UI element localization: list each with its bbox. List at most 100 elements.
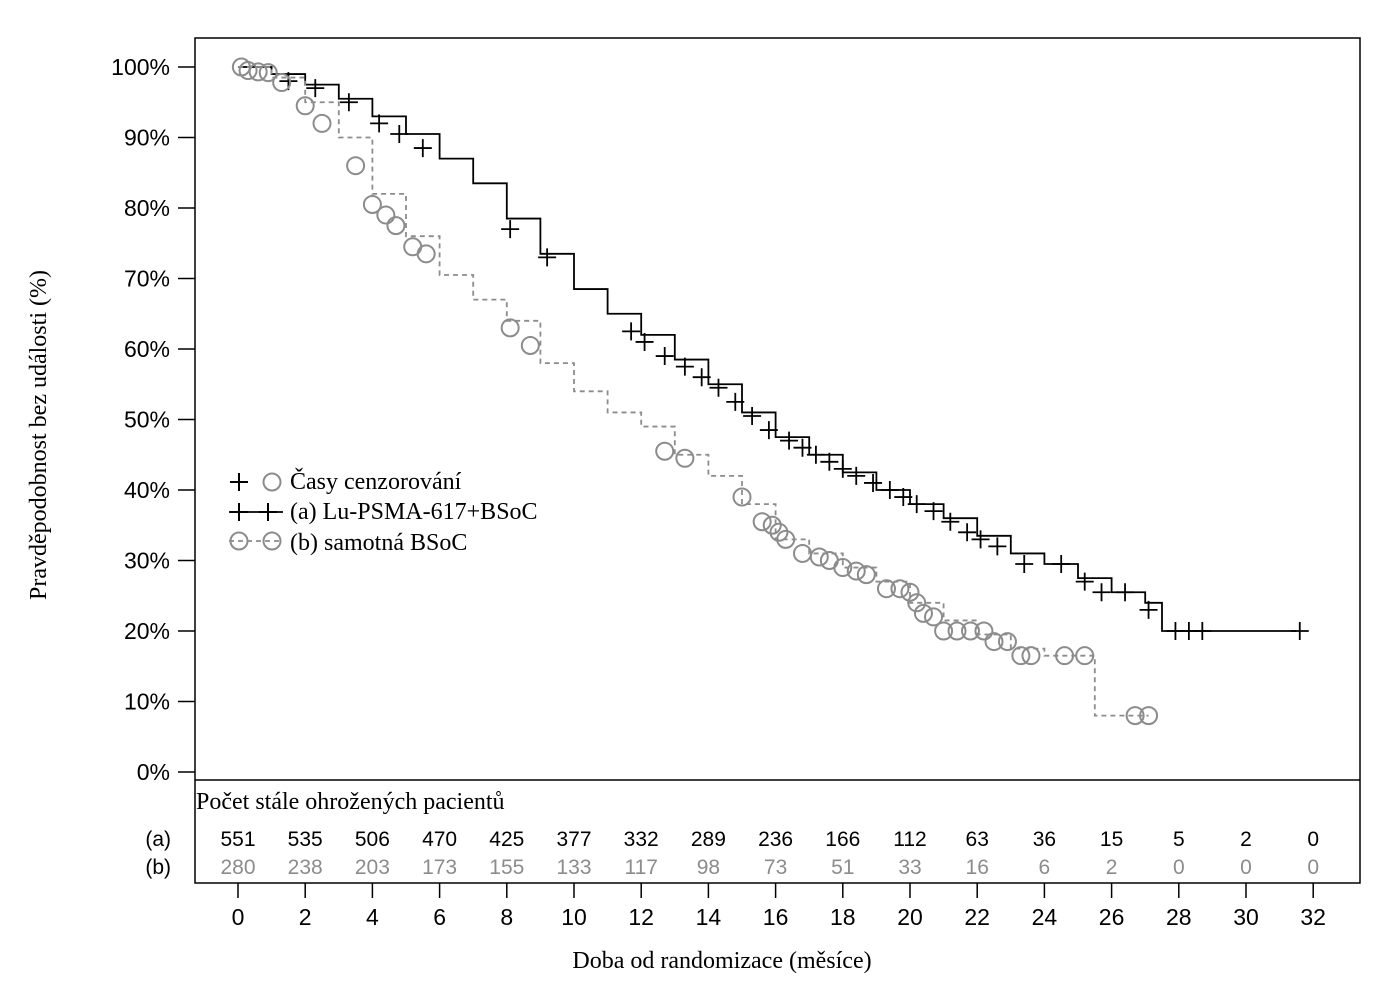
censor-circle-marker bbox=[1011, 646, 1031, 666]
x-tick-label: 14 bbox=[696, 904, 722, 930]
risk-count: 73 bbox=[764, 856, 787, 879]
risk-count: 506 bbox=[355, 828, 390, 851]
censor-plus-marker bbox=[907, 495, 926, 514]
censor-circle-marker bbox=[416, 244, 436, 264]
censor-circle-marker bbox=[924, 607, 944, 627]
censor-circle-marker bbox=[984, 632, 1004, 652]
x-tick-label: 10 bbox=[561, 904, 587, 930]
risk-count: 377 bbox=[556, 828, 591, 851]
y-tick-label: 10% bbox=[124, 689, 170, 715]
y-tick-label: 70% bbox=[124, 266, 170, 292]
censor-plus-marker bbox=[230, 503, 248, 521]
censor-plus-marker bbox=[864, 473, 883, 492]
censor-circle-marker bbox=[1075, 646, 1095, 666]
censor-circle-marker bbox=[346, 156, 366, 176]
risk-table-title: Počet stále ohrožených pacientů bbox=[196, 789, 505, 815]
censor-circle-marker bbox=[1021, 646, 1041, 666]
risk-count: 236 bbox=[758, 828, 793, 851]
censor-plus-marker bbox=[820, 452, 839, 471]
censor-plus-marker bbox=[339, 93, 358, 112]
censor-plus-marker bbox=[894, 488, 913, 507]
legend-a-label: (a) Lu-PSMA-617+BSoC bbox=[290, 499, 538, 525]
censor-plus-marker bbox=[709, 378, 728, 397]
censor-plus-marker bbox=[847, 466, 866, 485]
plot-frame bbox=[194, 37, 1361, 884]
risk-count: 5 bbox=[1173, 828, 1185, 851]
censor-plus-marker bbox=[759, 421, 778, 440]
censor-circle-marker bbox=[934, 621, 954, 641]
x-tick-label: 8 bbox=[500, 904, 513, 930]
x-tick-label: 18 bbox=[830, 904, 856, 930]
censor-plus-marker bbox=[655, 347, 674, 366]
censor-plus-marker bbox=[1052, 555, 1071, 574]
risk-count: 6 bbox=[1039, 856, 1051, 879]
y-tick-label: 50% bbox=[124, 407, 170, 433]
censor-circle-marker bbox=[248, 62, 268, 82]
x-tick-label: 24 bbox=[1032, 904, 1058, 930]
censor-circle-marker bbox=[675, 448, 695, 468]
censor-plus-marker bbox=[1092, 583, 1111, 602]
censor-circle-marker bbox=[229, 531, 249, 551]
risk-count: 2 bbox=[1106, 856, 1118, 879]
risk-count: 33 bbox=[898, 856, 921, 879]
censor-plus-marker bbox=[306, 79, 325, 98]
risk-count: 0 bbox=[1240, 856, 1252, 879]
censor-plus-marker bbox=[1193, 622, 1212, 640]
censor-circle-marker bbox=[846, 561, 866, 581]
censor-circle-marker bbox=[732, 487, 752, 507]
legend-censor-label: Časy cenzorování bbox=[290, 468, 462, 495]
censor-plus-marker bbox=[370, 114, 389, 133]
x-tick-label: 12 bbox=[628, 904, 654, 930]
risk-row-label: (a) bbox=[145, 828, 171, 851]
risk-count: 15 bbox=[1100, 828, 1123, 851]
risk-count: 133 bbox=[556, 856, 591, 879]
censor-circle-marker bbox=[1125, 706, 1145, 726]
risk-count: 551 bbox=[220, 828, 255, 851]
censor-circle-marker bbox=[1055, 646, 1075, 666]
x-tick-label: 20 bbox=[897, 904, 923, 930]
censor-circle-marker bbox=[295, 96, 315, 116]
censor-plus-marker bbox=[501, 220, 520, 239]
y-tick-label: 90% bbox=[124, 125, 170, 151]
y-tick-label: 0% bbox=[137, 759, 170, 785]
x-tick-label: 4 bbox=[366, 904, 379, 930]
censor-circle-marker bbox=[997, 632, 1017, 652]
risk-count: 238 bbox=[288, 856, 323, 879]
risk-count: 425 bbox=[489, 828, 524, 851]
risk-table: (a) 551 535 506 470 425 377 332 289 236 166 112 63 36… bbox=[145, 828, 1319, 879]
censor-circle-marker bbox=[520, 335, 540, 355]
risk-count: 289 bbox=[691, 828, 726, 851]
y-axis: 0% 10% 20% 30% 40% 50% 60% 70% 80% 90% 100% bbox=[111, 54, 195, 785]
y-tick-label: 60% bbox=[124, 336, 170, 362]
censor-plus-marker bbox=[622, 322, 641, 341]
censor-plus-marker bbox=[692, 368, 711, 387]
risk-count: 117 bbox=[624, 856, 657, 879]
y-tick-label: 100% bbox=[111, 54, 170, 80]
censor-plus-marker bbox=[259, 503, 277, 521]
x-tick-label: 2 bbox=[299, 904, 312, 930]
censor-circle-marker bbox=[262, 472, 282, 492]
censor-plus-marker bbox=[988, 537, 1007, 556]
censor-plus-marker bbox=[971, 530, 990, 549]
series-a bbox=[238, 66, 1309, 640]
censor-circle-marker bbox=[762, 515, 782, 535]
censor-circle-marker bbox=[947, 621, 967, 641]
x-tick-label: 16 bbox=[763, 904, 789, 930]
censor-circle-marker bbox=[500, 318, 520, 338]
censor-circle-marker bbox=[809, 547, 829, 567]
censor-plus-marker bbox=[958, 523, 977, 542]
risk-count: 112 bbox=[893, 828, 926, 851]
censor-circle-marker bbox=[752, 512, 772, 532]
censor-plus-marker bbox=[780, 431, 799, 450]
censor-plus-marker bbox=[924, 502, 943, 521]
censor-plus-marker bbox=[538, 248, 557, 267]
censor-plus-marker bbox=[833, 459, 852, 478]
censor-plus-marker bbox=[413, 139, 432, 158]
series-b-line bbox=[238, 66, 1149, 717]
censor-plus-marker bbox=[880, 481, 899, 499]
risk-count: 203 bbox=[355, 856, 390, 879]
risk-count: 63 bbox=[966, 828, 989, 851]
risk-count: 36 bbox=[1033, 828, 1056, 851]
censor-plus-marker bbox=[1075, 572, 1094, 591]
y-tick-label: 30% bbox=[124, 548, 170, 574]
